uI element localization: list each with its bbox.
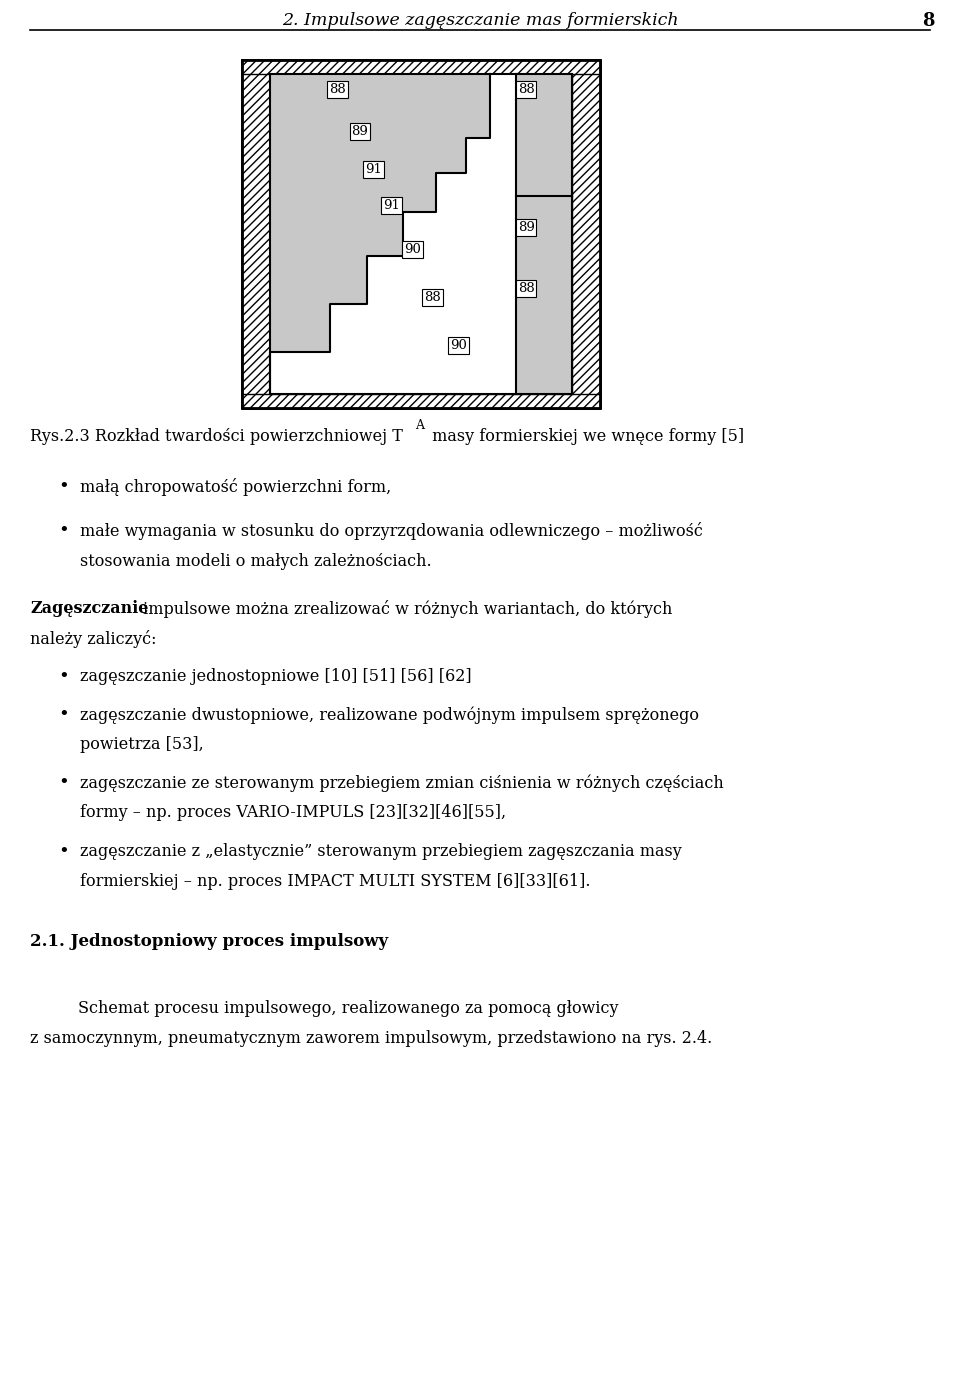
Text: powietrza [53],: powietrza [53], (80, 737, 204, 753)
Bar (270, 74, 572, 393)
Text: 89: 89 (517, 220, 535, 234)
Text: małą chropowatość powierzchni form,: małą chropowatość powierzchni form, (80, 478, 392, 497)
Text: •: • (58, 843, 69, 861)
Text: 2. Impulsowe zagęszczanie mas formierskich: 2. Impulsowe zagęszczanie mas formierski… (281, 13, 679, 29)
Bar (242, 60, 600, 407)
Text: zagęszczanie z „elastycznie” sterowanym przebiegiem zagęszczania masy: zagęszczanie z „elastycznie” sterowanym … (80, 843, 682, 859)
Text: masy formierskiej we wnęce formy [5]: masy formierskiej we wnęce formy [5] (427, 428, 744, 445)
Text: 91: 91 (383, 198, 400, 212)
Text: 89: 89 (351, 126, 369, 138)
Text: stosowania modeli o małych zależnościach.: stosowania modeli o małych zależnościach… (80, 552, 432, 571)
Bar (242, 60, 270, 407)
Text: 2.1. Jednostopniowy proces impulsowy: 2.1. Jednostopniowy proces impulsowy (30, 933, 388, 950)
Text: 88: 88 (517, 282, 535, 294)
Text: 88: 88 (517, 84, 535, 96)
Text: •: • (58, 522, 69, 540)
Bar (242, 393, 600, 407)
Text: Zagęszczanie: Zagęszczanie (30, 600, 149, 617)
Text: •: • (58, 478, 69, 497)
Text: Rys.2.3 Rozkład twardości powierzchniowej T: Rys.2.3 Rozkład twardości powierzchniowe… (30, 428, 403, 445)
Text: zagęszczanie ze sterowanym przebiegiem zmian ciśnienia w różnych częściach: zagęszczanie ze sterowanym przebiegiem z… (80, 774, 724, 791)
Text: 90: 90 (404, 243, 421, 257)
Text: •: • (58, 774, 69, 792)
Text: 88: 88 (329, 84, 346, 96)
Text: formierskiej – np. proces IMPACT MULTI SYSTEM [6][33][61].: formierskiej – np. proces IMPACT MULTI S… (80, 873, 590, 890)
Text: 90: 90 (449, 339, 467, 353)
Text: należy zaliczyć:: należy zaliczyć: (30, 631, 156, 649)
Bar (572, 60, 600, 407)
Text: •: • (58, 706, 69, 724)
Text: •: • (58, 668, 69, 686)
Text: zagęszczanie dwustopniowe, realizowane podwójnym impulsem sprężonego: zagęszczanie dwustopniowe, realizowane p… (80, 706, 699, 724)
Text: A: A (415, 418, 424, 432)
Text: z samoczynnym, pneumatycznym zaworem impulsowym, przedstawiono na rys. 2.4.: z samoczynnym, pneumatycznym zaworem imp… (30, 1030, 712, 1048)
Text: formy – np. proces VARIO-IMPULS [23][32][46][55],: formy – np. proces VARIO-IMPULS [23][32]… (80, 804, 506, 822)
Text: 91: 91 (365, 163, 382, 176)
Text: Schemat procesu impulsowego, realizowanego za pomocą głowicy: Schemat procesu impulsowego, realizowane… (78, 1000, 618, 1017)
Bar (242, 60, 600, 74)
Text: impulsowe można zrealizować w różnych wariantach, do których: impulsowe można zrealizować w różnych wa… (138, 600, 672, 618)
Text: zagęszczanie jednostopniowe [10] [51] [56] [62]: zagęszczanie jednostopniowe [10] [51] [5… (80, 668, 471, 685)
Text: 88: 88 (424, 292, 441, 304)
Polygon shape (270, 74, 516, 393)
Text: małe wymagania w stosunku do oprzyrzqdowania odlewniczego – możliwość: małe wymagania w stosunku do oprzyrzqdow… (80, 522, 703, 540)
Text: 8: 8 (923, 13, 935, 31)
